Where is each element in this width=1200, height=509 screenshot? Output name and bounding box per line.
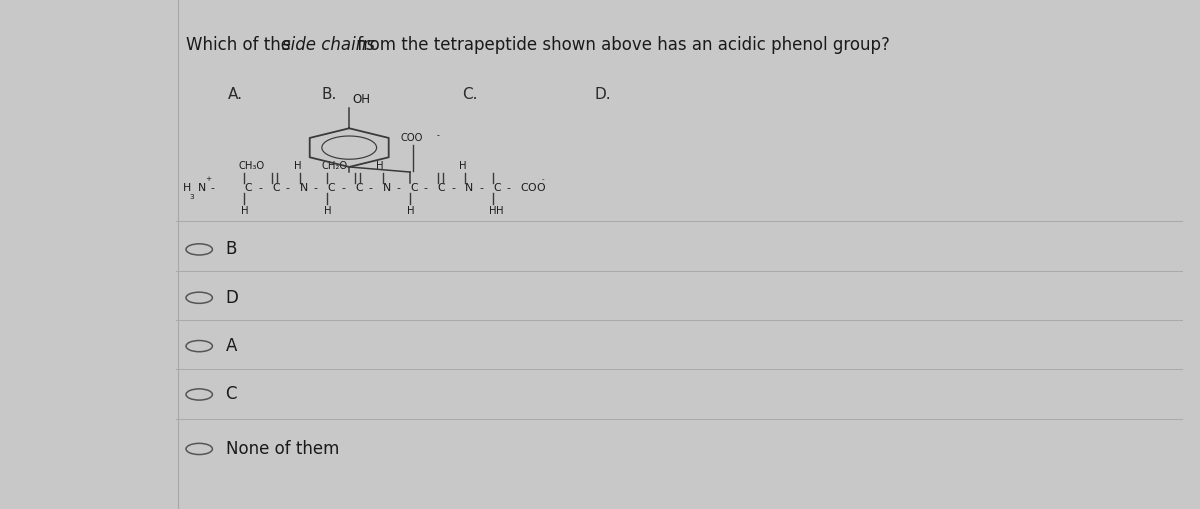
Text: -: -	[542, 176, 545, 182]
Text: -: -	[424, 183, 427, 193]
Text: C: C	[493, 183, 500, 193]
Text: -: -	[451, 183, 455, 193]
Text: -: -	[437, 131, 439, 140]
Text: N: N	[383, 183, 391, 193]
Text: N: N	[466, 183, 474, 193]
Text: CH₂O: CH₂O	[322, 160, 348, 171]
Text: C: C	[521, 183, 528, 193]
Text: H: H	[241, 206, 248, 216]
Text: side chains: side chains	[282, 36, 374, 53]
Text: D.: D.	[594, 87, 611, 102]
Text: H: H	[460, 160, 467, 171]
Text: -: -	[210, 183, 214, 193]
Text: H: H	[497, 206, 504, 216]
Text: -: -	[286, 183, 289, 193]
Text: N: N	[300, 183, 308, 193]
Text: N: N	[198, 183, 206, 193]
Text: -: -	[313, 183, 317, 193]
Text: None of them: None of them	[226, 440, 338, 458]
Text: B: B	[226, 240, 236, 259]
Text: B.: B.	[322, 87, 337, 102]
Text: C: C	[226, 385, 238, 404]
Text: 3: 3	[190, 194, 194, 201]
Text: H: H	[377, 160, 384, 171]
Text: -: -	[506, 183, 510, 193]
Text: -: -	[258, 183, 262, 193]
Text: -: -	[368, 183, 372, 193]
Text: -: -	[341, 183, 344, 193]
Text: OH: OH	[353, 93, 371, 106]
Text: C: C	[355, 183, 362, 193]
Text: H: H	[407, 206, 414, 216]
Text: CH₃O: CH₃O	[239, 160, 265, 171]
Text: H: H	[324, 206, 331, 216]
Text: +: +	[205, 176, 211, 182]
Text: -: -	[479, 183, 482, 193]
Text: D: D	[226, 289, 239, 307]
Text: COO: COO	[401, 132, 422, 143]
Text: from the tetrapeptide shown above has an acidic phenol group?: from the tetrapeptide shown above has an…	[352, 36, 889, 53]
Text: H: H	[490, 206, 497, 216]
Text: O: O	[536, 183, 545, 193]
Text: A.: A.	[228, 87, 242, 102]
Text: H: H	[182, 183, 191, 193]
Text: C: C	[272, 183, 280, 193]
Text: C: C	[438, 183, 445, 193]
Text: A: A	[226, 337, 236, 355]
Text: -: -	[396, 183, 400, 193]
Text: Which of the: Which of the	[186, 36, 296, 53]
Text: C.: C.	[462, 87, 478, 102]
Text: C: C	[410, 183, 418, 193]
Text: H: H	[294, 160, 301, 171]
Text: O: O	[528, 183, 536, 193]
Text: C: C	[245, 183, 252, 193]
Text: C: C	[328, 183, 335, 193]
